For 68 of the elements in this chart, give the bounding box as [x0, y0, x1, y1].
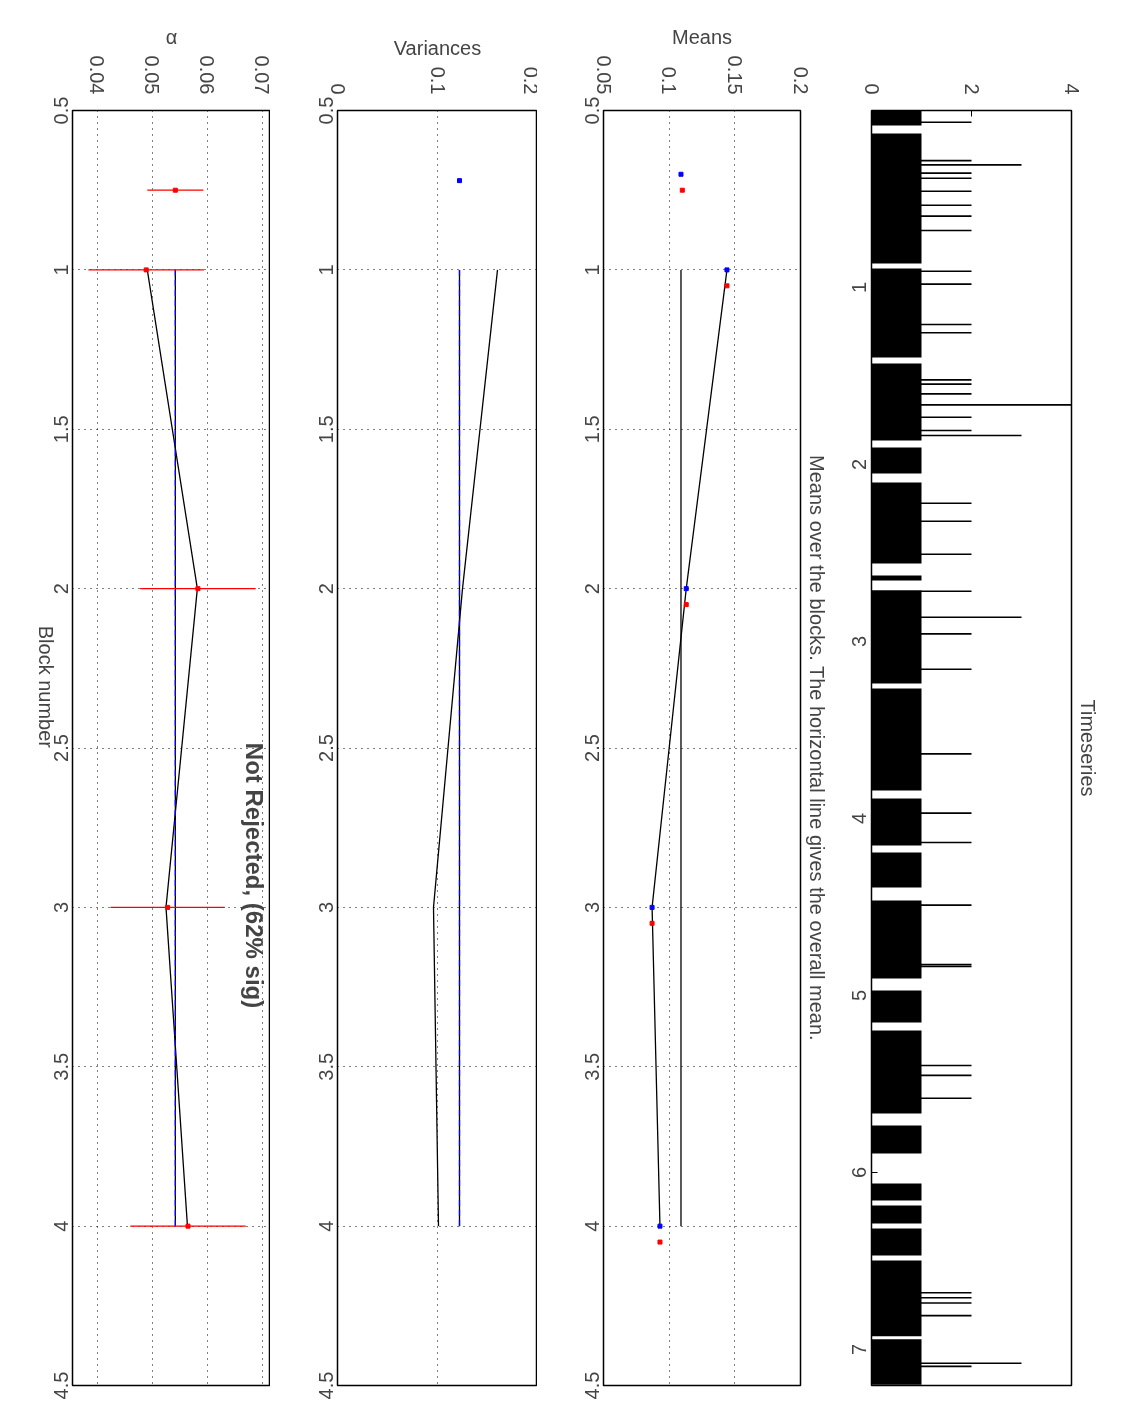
y-tick-label: 3 [848, 635, 871, 648]
x-tick-label: 0.06 [196, 55, 219, 95]
y-tick-label: 2 [49, 583, 72, 595]
y-tick-label: 2.5 [314, 734, 337, 762]
y-tick-label: 3 [314, 901, 337, 913]
point [195, 586, 201, 592]
point [724, 267, 730, 273]
point [172, 187, 178, 193]
x-axis-title: Variances [393, 36, 482, 59]
x-tick-label: 0.07 [251, 55, 274, 95]
annotation: Not Rejected, (62% sig) [241, 742, 269, 1009]
point [683, 602, 689, 608]
y-tick-label: 3.5 [580, 1052, 603, 1081]
y-tick-label: 2 [580, 583, 603, 595]
x-tick-label: 0.1 [426, 66, 449, 95]
y-tick-label: 1 [49, 264, 72, 276]
y-tick-label: 4.5 [580, 1371, 603, 1400]
y-tick-label: 1 [314, 264, 337, 276]
x-tick-label: 0 [860, 83, 883, 95]
y-tick-label: 5 [848, 989, 871, 1001]
y-tick-label: 0.5 [580, 96, 603, 125]
x-tick-label: 0.05 [592, 55, 615, 95]
point [678, 171, 684, 177]
y-tick-label: 3.5 [49, 1052, 72, 1081]
y-tick-label: 1.5 [580, 415, 603, 444]
point [657, 1223, 663, 1229]
x-axis-title: α [165, 25, 178, 48]
y-tick-label: 4 [49, 1220, 72, 1232]
y-tick-label: 1.5 [314, 415, 337, 444]
y-tick-label: 3 [580, 901, 603, 913]
x-tick-label: 0.1 [658, 66, 681, 95]
y-tick-label: 3 [49, 901, 72, 913]
x-tick-label: 2 [960, 83, 983, 95]
x-tick-label: 0.05 [141, 55, 164, 95]
point [724, 283, 730, 289]
y-tick-label: 2.5 [580, 734, 603, 762]
y-tick-label: 4.5 [314, 1371, 337, 1400]
y-tick-label: 6 [848, 1166, 871, 1178]
point [649, 904, 655, 910]
y-tick-label: 4 [580, 1220, 603, 1232]
point [649, 920, 655, 926]
x-tick-label: 0.04 [86, 55, 109, 95]
y-tick-label: 0.5 [314, 96, 337, 125]
x-tick-label: 0 [326, 83, 349, 95]
y-tick-label: 0.5 [49, 96, 72, 125]
point [143, 267, 149, 273]
x-tick-label: 0.15 [723, 55, 746, 95]
point [185, 1223, 191, 1229]
y-tick-label: 4.5 [49, 1371, 72, 1400]
y-tick-label: 2 [314, 583, 337, 595]
x-axis-title: Means [671, 25, 733, 48]
point [683, 586, 689, 592]
y-tick-label: 3.5 [314, 1052, 337, 1081]
x-tick-label: 4 [1060, 83, 1083, 95]
y-tick-label: 1 [848, 281, 871, 294]
y-tick-label: 4 [848, 812, 871, 824]
y-tick-label: 7 [848, 1343, 871, 1355]
x-tick-label: 0.2 [789, 66, 812, 95]
text: Means over the blocks. The horizontal line gives the overall mean. [805, 455, 828, 1041]
y-tick-label: 1.5 [49, 415, 72, 444]
y-tick-label: 2 [848, 458, 871, 471]
point [165, 904, 171, 910]
y-tick-label: 1 [580, 264, 603, 276]
x-tick-label: 0.2 [519, 66, 542, 95]
point [679, 187, 685, 193]
text: Timeseries [1076, 699, 1099, 797]
point [657, 1239, 663, 1245]
y-tick-label: 4 [314, 1220, 337, 1232]
